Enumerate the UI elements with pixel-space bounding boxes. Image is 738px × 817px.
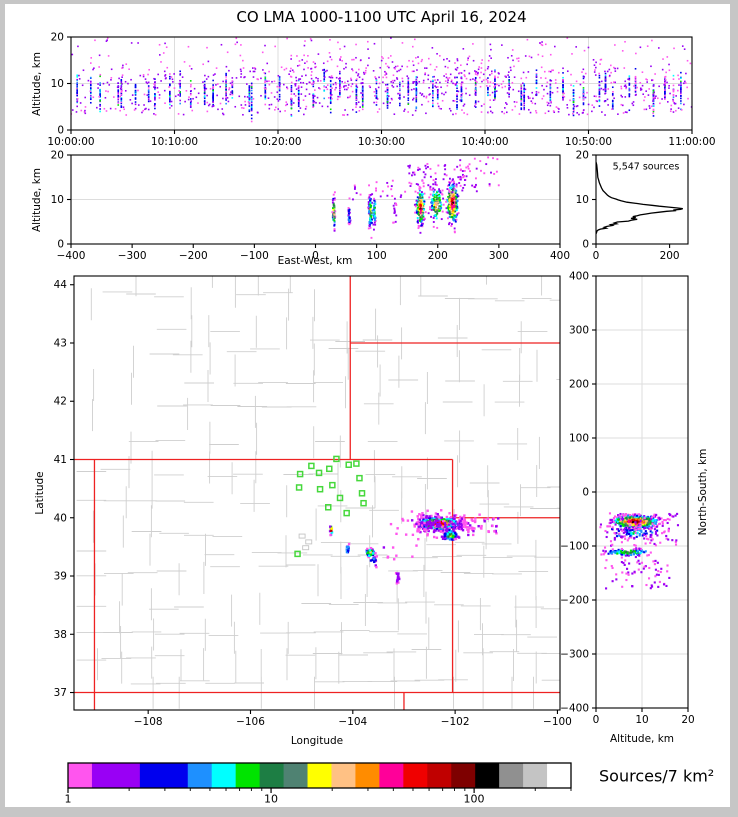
svg-text:0: 0 [582, 239, 589, 251]
svg-text:10:20:00: 10:20:00 [254, 136, 301, 148]
svg-text:−100: −100 [543, 716, 572, 728]
time-height-panel: 10:00:00 10:10:00 10:20:00 10:30:00 10:40:00… [47, 32, 715, 149]
north-south-ylabel: North-South, km [697, 448, 709, 536]
svg-text:20: 20 [576, 150, 589, 162]
svg-text:−106: −106 [236, 716, 265, 728]
svg-text:10:50:00: 10:50:00 [565, 136, 612, 148]
svg-text:0: 0 [57, 125, 64, 137]
svg-text:41: 41 [54, 454, 67, 466]
svg-text:200: 200 [569, 379, 589, 391]
figure-title: CO LMA 1000-1100 UTC April 16, 2024 [236, 8, 527, 26]
svg-text:−300: −300 [118, 250, 147, 262]
svg-text:−400: −400 [57, 250, 86, 262]
colorbar-tick-10: 10 [264, 792, 278, 806]
svg-text:10: 10 [576, 194, 589, 206]
svg-text:−200: −200 [179, 250, 208, 262]
svg-text:−300: −300 [560, 649, 589, 661]
svg-text:37: 37 [54, 687, 67, 699]
svg-text:10: 10 [635, 714, 648, 726]
svg-text:0: 0 [582, 487, 589, 499]
north-south-panel: 0 10 20 −400 −300 −200 −100 0 100 200 300 400 [560, 271, 695, 727]
svg-text:10: 10 [51, 194, 64, 206]
svg-text:10:10:00: 10:10:00 [151, 136, 198, 148]
svg-text:100: 100 [367, 250, 387, 262]
north-south-xlabel: Altitude, km [609, 733, 675, 745]
svg-text:10: 10 [51, 78, 64, 90]
svg-text:0: 0 [593, 250, 600, 262]
svg-text:44: 44 [54, 279, 68, 291]
svg-text:43: 43 [54, 337, 67, 349]
svg-text:38: 38 [54, 629, 67, 641]
svg-text:−102: −102 [441, 716, 470, 728]
colorbar-tick-100: 100 [463, 792, 485, 806]
svg-text:20: 20 [51, 32, 64, 44]
svg-text:10:40:00: 10:40:00 [461, 136, 508, 148]
svg-text:20: 20 [681, 714, 694, 726]
svg-text:300: 300 [489, 250, 509, 262]
lma-station-markers [294, 455, 367, 558]
altitude-histogram-panel: 0 200 0 10 20 [576, 150, 689, 262]
svg-text:10:30:00: 10:30:00 [358, 136, 405, 148]
svg-text:300: 300 [569, 325, 589, 337]
colorbar-label: Sources/7 km² [599, 766, 715, 786]
svg-text:−104: −104 [338, 716, 367, 728]
map-xlabel: Longitude [290, 735, 344, 747]
svg-text:20: 20 [51, 150, 64, 162]
svg-text:100: 100 [569, 433, 589, 445]
svg-text:−100: −100 [240, 250, 269, 262]
source-count-annotation: 5,547 sources [612, 161, 680, 173]
svg-text:−200: −200 [560, 595, 589, 607]
svg-text:−400: −400 [560, 703, 589, 715]
colorbar [67, 762, 572, 793]
time-height-ylabel: Altitude, km [31, 51, 43, 117]
svg-text:42: 42 [54, 396, 67, 408]
svg-text:−100: −100 [560, 541, 589, 553]
svg-text:39: 39 [54, 571, 67, 583]
colorbar-tick-1: 1 [64, 792, 72, 806]
svg-text:0: 0 [593, 714, 600, 726]
svg-text:−108: −108 [134, 716, 163, 728]
svg-text:400: 400 [550, 250, 570, 262]
svg-text:0: 0 [57, 239, 64, 251]
east-west-ylabel: Altitude, km [31, 167, 43, 233]
svg-text:200: 200 [660, 250, 680, 262]
figure-canvas [5, 4, 730, 807]
svg-text:400: 400 [569, 271, 589, 283]
svg-text:10:00:00: 10:00:00 [47, 136, 94, 148]
east-west-xlabel: East-West, km [277, 255, 353, 267]
svg-text:40: 40 [54, 512, 67, 524]
map-ylabel: Latitude [34, 471, 46, 515]
svg-text:11:00:00: 11:00:00 [668, 136, 715, 148]
svg-text:200: 200 [428, 250, 448, 262]
svg-text:0: 0 [312, 250, 319, 262]
east-west-panel: −400 −300 −200 −100 0 100 200 300 400 0 10 20 [51, 150, 570, 263]
map-panel: −108 −106 −104 −102 −100 37 38 39 40 41 42 43 44 [54, 275, 572, 728]
